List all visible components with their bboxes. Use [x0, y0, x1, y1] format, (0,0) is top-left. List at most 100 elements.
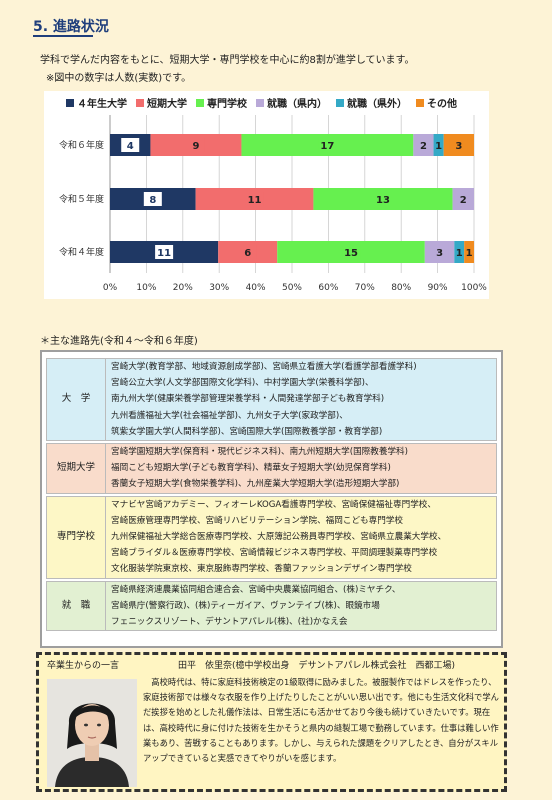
data-label: 17	[320, 141, 334, 152]
data-label-bg	[414, 138, 433, 152]
destination-category: 大 学	[46, 358, 106, 442]
data-label: 11	[248, 195, 262, 206]
x-tick-label: 60%	[318, 283, 338, 293]
data-label-bg	[186, 138, 205, 152]
x-tick-label: 20%	[173, 283, 193, 293]
destination-row: 専門学校 マナビヤ宮崎アカデミー、フィオーレKOGA看護専門学校、宮崎保健福祉専門…	[46, 495, 497, 579]
legend-swatch	[66, 98, 74, 107]
destination-line: 九州保健福祉大学総合医療専門学校、大原簿記公務員専門学校、宮崎県立農業大学校、	[111, 532, 447, 543]
data-label: 1	[435, 141, 442, 152]
legend-label: ４年生大学	[77, 99, 127, 110]
destination-line: 文化服装学院東京校、東京服飾専門学校、香蘭ファッションデザイン専門学校	[111, 564, 412, 575]
destination-line: 宮崎ブライダル＆医療専門学校、宮崎情報ビジネス専門学校、平岡調理製菓専門学校	[111, 548, 438, 559]
data-label: 3	[455, 141, 462, 152]
data-label-bg	[374, 192, 392, 206]
data-label-bg	[238, 245, 257, 259]
data-label-bg	[454, 192, 473, 206]
chart-legend: ４年生大学 短期大学 専門学校 就職（県内） 就職（県外） その他	[66, 95, 466, 110]
data-label-bg	[155, 245, 174, 259]
x-tick-label: 80%	[391, 283, 411, 293]
legend-swatch	[416, 98, 424, 107]
data-label: 9	[192, 141, 199, 152]
chart-note: ※図中の数字は人数(実数)です。	[46, 73, 192, 84]
destination-list: 宮崎学園短期大学(保育科・現代ビジネス科)、南九州短期大学(国際教養学科) 福岡こ…	[106, 443, 497, 494]
destination-row: 就 職宮崎県経済連農業協同組合連合会、宮崎中央農業協同組合、(株)ミヤチク、 宮崎…	[46, 580, 497, 632]
x-tick-label: 30%	[209, 283, 229, 293]
data-label: 3	[436, 248, 443, 259]
category-label: 令和４年度	[59, 246, 104, 258]
destination-line: 宮崎学園短期大学(保育科・現代ビジネス科)、南九州短期大学(国際教養学科)	[111, 447, 409, 458]
data-label: 15	[344, 248, 358, 259]
destination-line: 九州看護福祉大学(社会福祉学部)、九州女子大学(家政学部)、	[111, 410, 348, 421]
data-label: 1	[456, 248, 463, 259]
data-label: 2	[460, 195, 467, 206]
destination-line: 宮崎大学(教育学部、地域資源創成学部)、宮崎県立看護大学(看護学部看護学科)	[111, 362, 417, 372]
destination-list: 宮崎大学(教育学部、地域資源創成学部)、宮崎県立看護大学(看護学部看護学科) 宮崎…	[106, 358, 497, 442]
data-label-bg	[465, 245, 473, 259]
legend-label: 短期大学	[147, 99, 187, 110]
data-label: 2	[420, 141, 427, 152]
destination-category: 就 職	[46, 580, 106, 632]
category-label: 令和５年度	[59, 193, 104, 205]
destination-row: 大 学宮崎大学(教育学部、地域資源創成学部)、宮崎県立看護大学(看護学部看護学科…	[46, 358, 497, 442]
data-label-bg	[318, 138, 337, 152]
career-chart: ４年生大学 短期大学 専門学校 就職（県内） 就職（県外） その他 0% 10% 20% 30%…	[44, 91, 489, 299]
data-label: 4	[127, 141, 134, 152]
legend-label: その他	[427, 99, 457, 110]
legend-swatch	[136, 98, 144, 107]
destination-category: 専門学校	[46, 495, 106, 579]
x-tick-label: 70%	[355, 283, 375, 293]
legend-item: 短期大学	[136, 95, 187, 110]
data-label: 1	[466, 248, 473, 259]
destination-line: フェニックスリゾート、デサントアパレル(株)、(社)かなえ会	[111, 617, 348, 628]
section-title: 5. 進路状況	[33, 19, 109, 35]
data-label-bg	[143, 192, 162, 206]
legend-item: その他	[416, 95, 457, 110]
legend-swatch	[196, 98, 204, 107]
data-label: 6	[244, 248, 251, 259]
x-tick-label: 0%	[103, 283, 118, 293]
destinations-title: ＊主な進路先(令和４～令和６年度)	[40, 336, 198, 347]
destination-line: 宮崎県経済連農業協同組合連合会、宮崎中央農業協同組合、(株)ミヤチク、	[111, 584, 401, 595]
x-tick-label: 10%	[136, 283, 156, 293]
destination-line: 宮崎公立大学(人文学部国際文化学科)、中村学園大学(栄養科学部)、	[111, 378, 374, 389]
destinations-table: 大 学宮崎大学(教育学部、地域資源創成学部)、宮崎県立看護大学(看護学部看護学科…	[40, 350, 503, 648]
x-tick-label: 40%	[246, 283, 266, 293]
destination-line: 宮崎医療管理専門学校、宮崎リハビリテーション学院、福岡こども専門学校	[111, 515, 404, 526]
message-label: 卒業生からの一言	[47, 661, 120, 671]
destination-list: 宮崎県経済連農業協同組合連合会、宮崎中央農業協同組合、(株)ミヤチク、 宮崎県庁(…	[106, 580, 497, 632]
message-text: 高校時代は、特に家庭科技術検定の1級取得に励みました。被服製作ではドレスを作った…	[143, 677, 499, 764]
data-label-bg	[434, 138, 443, 152]
chart-plot: 0% 10% 20% 30% 40% 50% 60% 70% 80% 90% 100% 令和６年度 4 9…	[59, 115, 487, 293]
destination-line: マナビヤ宮崎アカデミー、フィオーレKOGA看護専門学校、宮崎保健福祉専門学校、	[111, 499, 436, 510]
data-label-bg	[121, 138, 140, 152]
destination-line: 筑紫女学園大学(人間科学部)、宮崎国際大学(国際教養学部・教育学部)	[111, 426, 383, 437]
data-label-bg	[342, 245, 361, 259]
legend-item: 就職（県外）	[336, 95, 407, 110]
data-label-bg	[455, 245, 464, 259]
destination-row: 短期大学 宮崎学園短期大学(保育科・現代ビジネス科)、南九州短期大学(国際教養学科…	[46, 443, 497, 494]
legend-label: 就職（県外）	[347, 99, 407, 110]
destination-category: 短期大学	[46, 443, 106, 494]
x-tick-label: 90%	[428, 283, 448, 293]
title-underline	[33, 35, 93, 37]
x-tick-label: 100%	[461, 283, 487, 293]
graduate-photo	[47, 679, 137, 787]
legend-label: 就職（県内）	[267, 99, 327, 110]
message-person: 田平 依里奈(檍中学校出身 デサントアパレル株式会社 西都工場)	[178, 661, 456, 671]
data-label: 8	[149, 195, 156, 206]
data-label-bg	[245, 192, 264, 206]
legend-item: 専門学校	[196, 95, 247, 110]
destination-line: 南九州大学(健康栄養学部管理栄養学科・人間発達学部子ども教育学科)	[111, 394, 385, 405]
legend-item: ４年生大学	[66, 95, 127, 110]
destination-list: マナビヤ宮崎アカデミー、フィオーレKOGA看護専門学校、宮崎保健福祉専門学校、宮…	[106, 495, 497, 579]
data-label: 13	[376, 195, 390, 206]
legend-label: 専門学校	[207, 99, 247, 110]
legend-swatch	[336, 98, 344, 107]
legend-item: 就職（県内）	[256, 95, 327, 110]
intro-text: 学科で学んだ内容をもとに、短期大学・専門学校を中心に約8割が進学しています。	[40, 55, 415, 66]
x-tick-label: 50%	[282, 283, 302, 293]
data-label: 11	[157, 248, 171, 259]
legend-swatch	[256, 98, 264, 107]
data-label-bg	[430, 245, 449, 259]
